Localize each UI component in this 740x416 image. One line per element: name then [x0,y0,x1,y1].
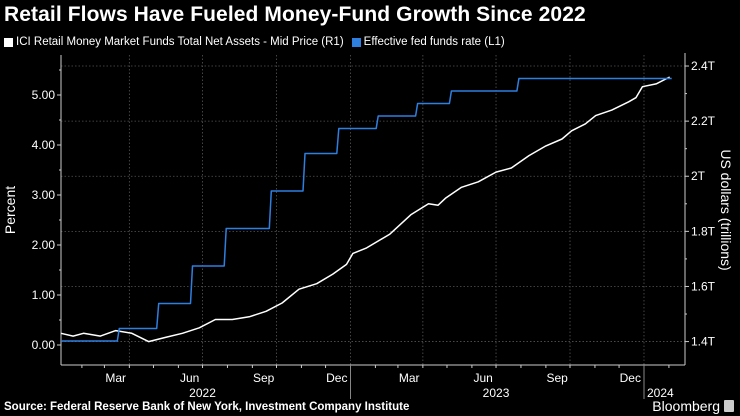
x-month-label: Dec [620,371,641,385]
right-tick-label: 2T [691,169,706,183]
right-tick-label: 1.4T [691,335,716,349]
left-tick-label: 4.00 [32,138,56,152]
left-tick-label: 5.00 [32,88,56,102]
x-month-label: Mar [105,371,126,385]
right-tick-label: 1.8T [691,224,716,238]
x-month-label: Sep [253,371,275,385]
legend-swatch-blue [351,37,361,47]
right-tick-label: 2.4T [691,59,716,73]
right-tick-label: 2.2T [691,114,716,128]
x-year-label: 2024 [647,386,674,400]
legend-label: ICI Retail Money Market Funds Total Net … [16,36,344,48]
brand-text: Bloomberg [652,398,720,414]
series-line-fed-funds [61,77,672,342]
x-month-label: Jun [180,371,199,385]
left-tick-label: 1.00 [32,288,56,302]
chart-title: Retail Flows Have Fueled Money-Fund Grow… [4,3,586,26]
legend: ICI Retail Money Market Funds Total Net … [4,36,505,48]
left-axis-title: Percent [2,186,18,234]
legend-item-fed-funds: Effective fed funds rate (L1) [351,36,505,48]
x-year-label: 2022 [189,386,216,400]
right-tick-label: 1.6T [691,279,716,293]
left-tick-label: 3.00 [32,188,56,202]
right-axis-title: US dollars (trillions) [718,149,734,270]
legend-swatch-white [4,37,13,47]
legend-label: Effective fed funds rate (L1) [363,36,505,48]
brand: Bloomberg [652,398,734,414]
source-note: Source: Federal Reserve Bank of New York… [4,401,410,413]
x-month-label: Mar [399,371,420,385]
bloomberg-logo-icon [724,400,734,412]
x-month-label: Jun [473,371,492,385]
x-month-label: Dec [326,371,347,385]
x-month-label: Sep [546,371,568,385]
legend-item-retail-assets: ICI Retail Money Market Funds Total Net … [4,36,344,48]
series-line-retail-assets [60,76,671,343]
x-year-label: 2023 [483,386,510,400]
left-tick-label: 0.00 [32,338,56,352]
left-tick-label: 2.00 [32,238,56,252]
